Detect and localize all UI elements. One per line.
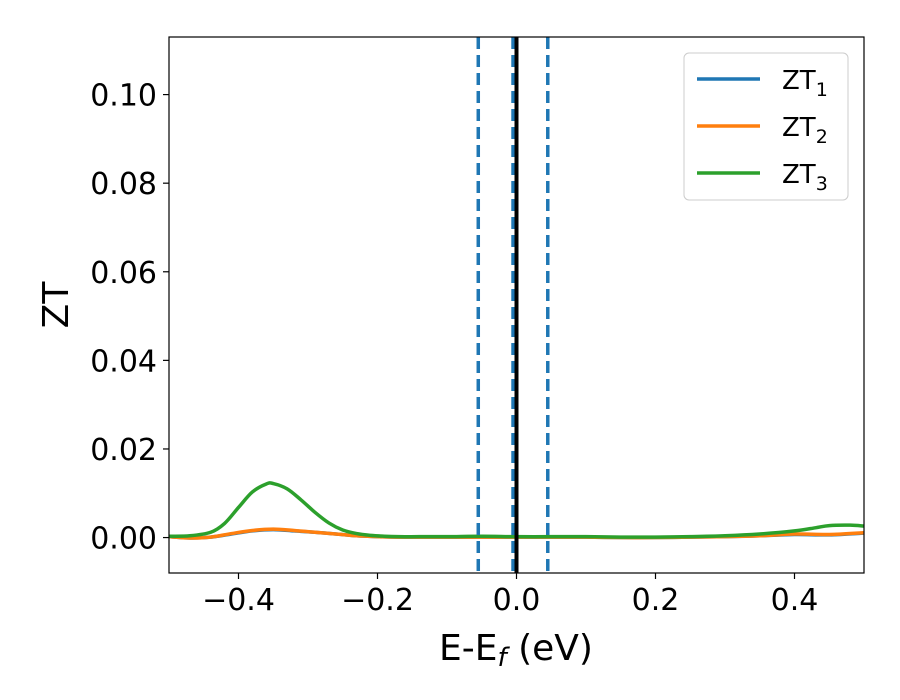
legend-box: [683, 52, 849, 201]
x-axis-label: E-Ef (eV): [439, 628, 593, 673]
y-axis-ticks: 0.00 0.02 0.04 0.06 0.08 0.10: [90, 79, 169, 557]
series-line-zt3: [169, 481, 864, 539]
x-tick-label: −0.4: [202, 583, 275, 618]
y-tick-label: 0.06: [90, 256, 157, 291]
series-layer: [169, 481, 864, 540]
reference-lines: [476, 37, 550, 573]
y-tick-label: 0.02: [90, 433, 157, 468]
y-tick-label: 0.00: [90, 522, 157, 557]
legend-label-zt3: ZT3: [782, 160, 828, 195]
y-tick-label: 0.08: [90, 167, 157, 202]
x-tick-label: 0.2: [632, 583, 680, 618]
x-axis-ticks: −0.4 −0.2 0.0 0.2 0.4: [202, 573, 818, 618]
legend: ZT1 ZT2 ZT3: [683, 52, 849, 201]
x-axis-label-unit: (eV): [507, 628, 593, 669]
legend-entries: ZT1 ZT2 ZT3: [697, 66, 828, 195]
legend-label-zt1: ZT1: [782, 66, 828, 101]
y-axis-label: ZT: [36, 281, 77, 329]
y-tick-label: 0.04: [90, 344, 157, 379]
x-tick-label: 0.4: [771, 583, 819, 618]
x-axis-label-main: E-E: [439, 628, 497, 669]
x-tick-label: −0.2: [341, 583, 414, 618]
legend-label-zt2: ZT2: [782, 113, 828, 148]
y-tick-label: 0.10: [90, 79, 157, 114]
x-tick-label: 0.0: [493, 583, 541, 618]
